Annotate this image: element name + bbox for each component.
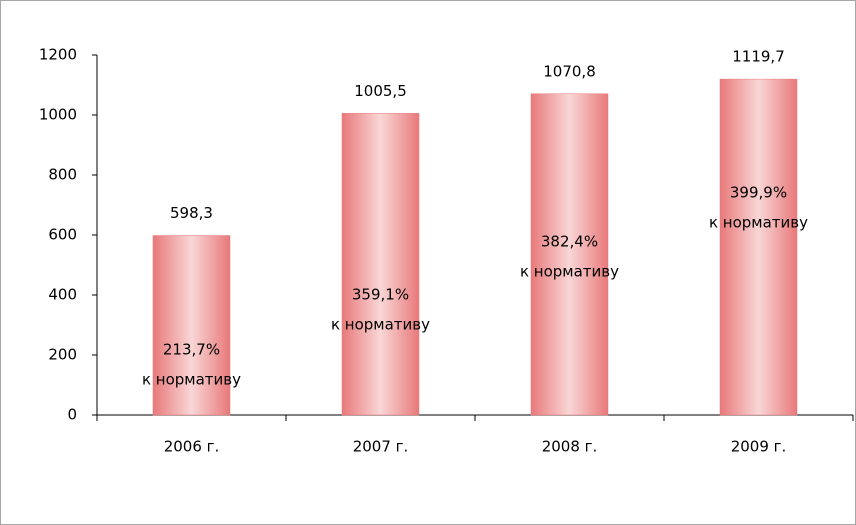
bar (530, 93, 609, 416)
bar (719, 78, 798, 416)
annotation: 382,4% (541, 233, 598, 251)
annotation: 359,1% (352, 286, 409, 304)
bar (341, 113, 420, 416)
annotation: 399,9% (730, 184, 787, 202)
bar (152, 235, 231, 416)
value-label: 1119,7 (732, 48, 785, 66)
annotation: 213,7% (163, 341, 220, 359)
x-tick-label: 2008 г. (542, 438, 598, 456)
annotation: к нормативу (520, 263, 619, 281)
value-label: 1070,8 (543, 62, 596, 80)
x-tick-label: 2007 г. (353, 438, 409, 456)
annotation: к нормативу (331, 316, 430, 334)
annotation: к нормативу (709, 214, 808, 232)
x-tick-label: 2009 г. (731, 438, 787, 456)
y-tick-label: 400 (48, 286, 77, 304)
y-tick-label: 0 (67, 406, 77, 424)
y-tick-label: 1200 (39, 46, 77, 64)
x-tick-label: 2006 г. (164, 438, 220, 456)
value-label: 1005,5 (354, 82, 407, 100)
y-tick-label: 1000 (39, 106, 77, 124)
y-tick-label: 200 (48, 346, 77, 364)
annotation: к нормативу (142, 371, 241, 389)
y-tick-label: 800 (48, 166, 77, 184)
value-label: 598,3 (170, 204, 213, 222)
y-tick-label: 600 (48, 226, 77, 244)
